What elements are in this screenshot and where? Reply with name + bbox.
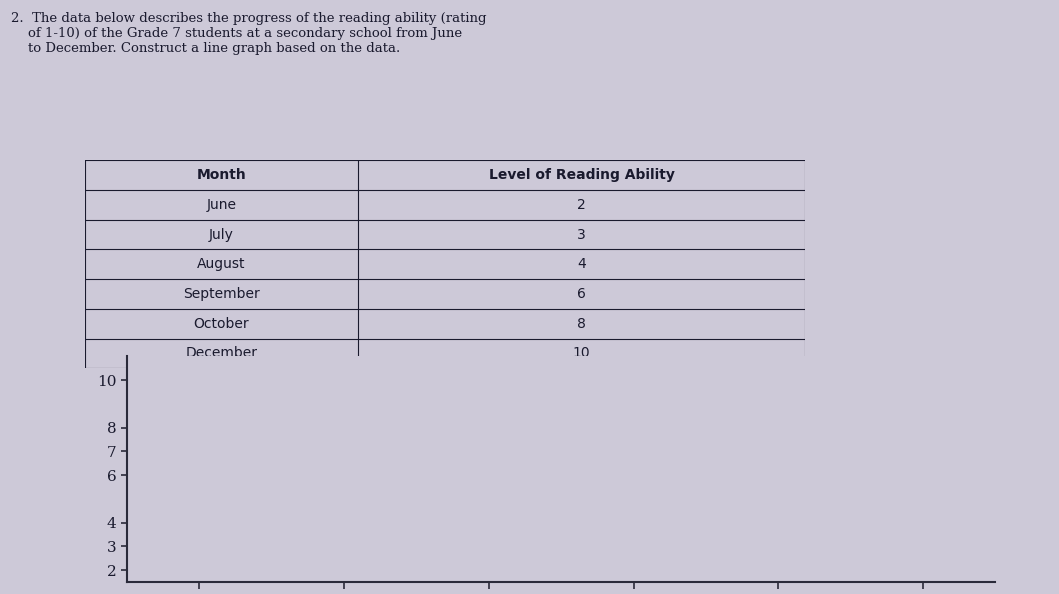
Text: October: October (194, 317, 249, 331)
Text: Level of Reading Ability: Level of Reading Ability (488, 168, 675, 182)
Text: 2.  The data below describes the progress of the reading ability (rating
    of : 2. The data below describes the progress… (11, 12, 486, 55)
Text: December: December (185, 346, 257, 361)
Text: July: July (209, 228, 234, 242)
Text: September: September (183, 287, 259, 301)
Text: 6: 6 (577, 287, 586, 301)
Text: Month: Month (197, 168, 247, 182)
Text: 3: 3 (577, 228, 586, 242)
Text: June: June (207, 198, 236, 212)
Text: August: August (197, 257, 246, 271)
Text: 4: 4 (577, 257, 586, 271)
Text: 2: 2 (577, 198, 586, 212)
Text: 10: 10 (573, 346, 591, 361)
Text: 8: 8 (577, 317, 586, 331)
